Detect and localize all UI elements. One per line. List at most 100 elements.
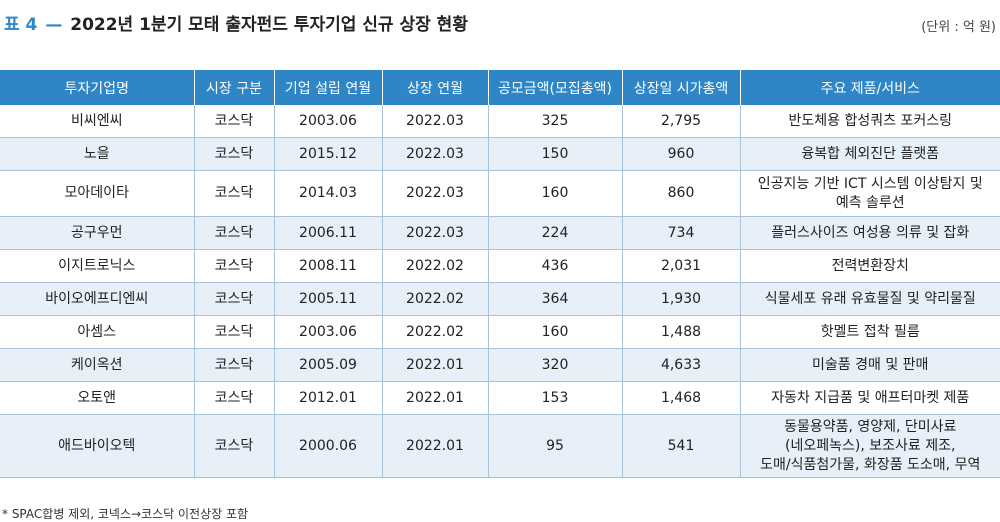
cell-product: 자동차 지급품 및 애프터마켓 제품 (739, 381, 1000, 415)
cell-ipo-amount: 160 (487, 315, 622, 349)
listing-table: 투자기업명 시장 구분 기업 설립 연월 상장 연월 공모금액(모집총액) 상장… (0, 70, 1000, 478)
cell-listed: 2022.03 (381, 216, 488, 250)
cell-market-cap: 1,488 (621, 315, 740, 349)
cell-market-cap: 541 (621, 414, 740, 478)
cell-product: 식물세포 유래 유효물질 및 약리물질 (739, 282, 1000, 316)
cell-product: 플러스사이즈 여성용 의류 및 잡화 (739, 216, 1000, 250)
product-line: (네오페녹스), 보조사료 제조, (785, 437, 956, 454)
cell-founded: 2008.11 (273, 249, 382, 283)
table-row: 공구우먼 코스닥 2006.11 2022.03 224 734 플러스사이즈 … (0, 216, 1000, 250)
unit-label: (단위 : 억 원) (921, 20, 996, 35)
cell-market: 코스닥 (193, 137, 274, 171)
table-title: 표 4 — 2022년 1분기 모태 출자펀드 투자기업 신규 상장 현황 (4, 10, 468, 35)
cell-market: 코스닥 (193, 282, 274, 316)
cell-product: 미술품 경매 및 판매 (739, 348, 1000, 382)
cell-market: 코스닥 (193, 348, 274, 382)
column-header: 기업 설립 연월 (273, 70, 382, 105)
footnote: * SPAC합병 제외, 코넥스→코스닥 이전상장 포함 (2, 507, 249, 521)
cell-market-cap: 734 (621, 216, 740, 250)
cell-company: 이지트로닉스 (0, 249, 194, 283)
cell-founded: 2000.06 (273, 414, 382, 478)
cell-listed: 2022.02 (381, 282, 488, 316)
cell-listed: 2022.01 (381, 381, 488, 415)
column-header: 주요 제품/서비스 (739, 70, 1000, 105)
cell-company: 애드바이오텍 (0, 414, 194, 478)
cell-market: 코스닥 (193, 381, 274, 415)
cell-product: 동물용약품, 영양제, 단미사료 (네오페녹스), 보조사료 제조, 도매/식품… (739, 414, 1000, 478)
cell-product: 인공지능 기반 ICT 시스템 이상탐지 및 예측 솔루션 (739, 170, 1000, 217)
cell-market: 코스닥 (193, 216, 274, 250)
cell-company: 오토앤 (0, 381, 194, 415)
cell-founded: 2005.11 (273, 282, 382, 316)
cell-founded: 2015.12 (273, 137, 382, 171)
table-row: 케이옥션 코스닥 2005.09 2022.01 320 4,633 미술품 경… (0, 348, 1000, 382)
table-row: 비씨엔씨 코스닥 2003.06 2022.03 325 2,795 반도체용 … (0, 105, 1000, 138)
cell-market: 코스닥 (193, 170, 274, 217)
cell-product: 핫멜트 접착 필름 (739, 315, 1000, 349)
cell-listed: 2022.01 (381, 348, 488, 382)
table-row: 애드바이오텍 코스닥 2000.06 2022.01 95 541 동물용약품,… (0, 414, 1000, 478)
column-header: 시장 구분 (193, 70, 274, 105)
table-header: 표 4 — 2022년 1분기 모태 출자펀드 투자기업 신규 상장 현황 (단… (0, 0, 1000, 58)
cell-founded: 2012.01 (273, 381, 382, 415)
product-line: 도매/식품첨가물, 화장품 도소매, 무역 (760, 456, 981, 473)
cell-company: 바이오에프디엔씨 (0, 282, 194, 316)
product-line: 인공지능 기반 ICT 시스템 이상탐지 및 (757, 175, 983, 192)
column-header: 상장 연월 (381, 70, 488, 105)
table-row: 오토앤 코스닥 2012.01 2022.01 153 1,468 자동차 지급… (0, 381, 1000, 415)
cell-product: 반도체용 합성쿼츠 포커스링 (739, 105, 1000, 138)
cell-founded: 2005.09 (273, 348, 382, 382)
cell-ipo-amount: 95 (487, 414, 622, 478)
title-dash: — (45, 15, 63, 35)
column-header: 공모금액(모집총액) (487, 70, 622, 105)
cell-market: 코스닥 (193, 414, 274, 478)
cell-ipo-amount: 364 (487, 282, 622, 316)
cell-company: 노을 (0, 137, 194, 171)
title-text: 2022년 1분기 모태 출자펀드 투자기업 신규 상장 현황 (70, 15, 468, 35)
table-row: 모아데이타 코스닥 2014.03 2022.03 160 860 인공지능 기… (0, 170, 1000, 217)
cell-market-cap: 1,468 (621, 381, 740, 415)
cell-ipo-amount: 436 (487, 249, 622, 283)
table-row: 노을 코스닥 2015.12 2022.03 150 960 융복합 체외진단 … (0, 137, 1000, 171)
cell-listed: 2022.03 (381, 105, 488, 138)
cell-market-cap: 2,795 (621, 105, 740, 138)
cell-product: 융복합 체외진단 플랫폼 (739, 137, 1000, 171)
cell-ipo-amount: 150 (487, 137, 622, 171)
cell-listed: 2022.02 (381, 315, 488, 349)
cell-market-cap: 2,031 (621, 249, 740, 283)
table-row: 이지트로닉스 코스닥 2008.11 2022.02 436 2,031 전력변… (0, 249, 1000, 283)
product-line: 동물용약품, 영양제, 단미사료 (784, 418, 957, 435)
cell-market: 코스닥 (193, 249, 274, 283)
cell-product: 전력변환장치 (739, 249, 1000, 283)
column-header: 상장일 시가총액 (621, 70, 740, 105)
cell-market: 코스닥 (193, 315, 274, 349)
cell-ipo-amount: 320 (487, 348, 622, 382)
cell-listed: 2022.02 (381, 249, 488, 283)
table-number: 표 4 (4, 15, 38, 35)
cell-company: 아셈스 (0, 315, 194, 349)
cell-founded: 2003.06 (273, 315, 382, 349)
cell-market: 코스닥 (193, 105, 274, 138)
column-header: 투자기업명 (0, 70, 194, 105)
cell-company: 비씨엔씨 (0, 105, 194, 138)
cell-ipo-amount: 224 (487, 216, 622, 250)
cell-founded: 2003.06 (273, 105, 382, 138)
cell-company: 모아데이타 (0, 170, 194, 217)
table-row: 아셈스 코스닥 2003.06 2022.02 160 1,488 핫멜트 접착… (0, 315, 1000, 349)
cell-ipo-amount: 325 (487, 105, 622, 138)
cell-market-cap: 860 (621, 170, 740, 217)
cell-listed: 2022.01 (381, 414, 488, 478)
cell-listed: 2022.03 (381, 170, 488, 217)
cell-ipo-amount: 153 (487, 381, 622, 415)
table-row: 바이오에프디엔씨 코스닥 2005.11 2022.02 364 1,930 식… (0, 282, 1000, 316)
cell-company: 케이옥션 (0, 348, 194, 382)
product-line: 예측 솔루션 (835, 194, 905, 211)
cell-founded: 2014.03 (273, 170, 382, 217)
cell-listed: 2022.03 (381, 137, 488, 171)
cell-founded: 2006.11 (273, 216, 382, 250)
header-row: 투자기업명 시장 구분 기업 설립 연월 상장 연월 공모금액(모집총액) 상장… (0, 70, 1000, 105)
cell-company: 공구우먼 (0, 216, 194, 250)
cell-market-cap: 1,930 (621, 282, 740, 316)
cell-market-cap: 4,633 (621, 348, 740, 382)
cell-ipo-amount: 160 (487, 170, 622, 217)
